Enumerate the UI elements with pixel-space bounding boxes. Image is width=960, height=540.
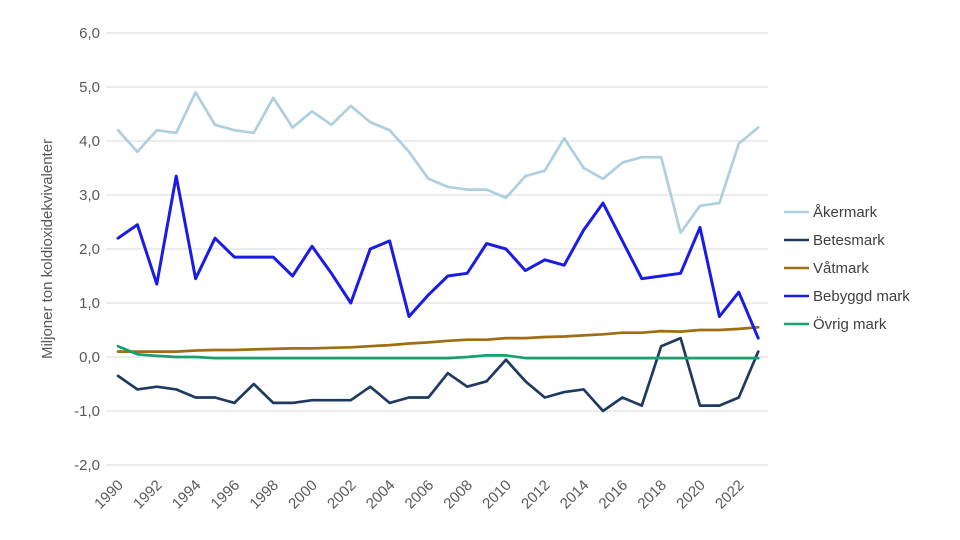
series-line-betesmark: [116, 336, 760, 413]
legend-label: Övrig mark: [813, 315, 887, 333]
series-line-våtmark: [116, 325, 760, 353]
x-tick-label: 1994: [169, 477, 205, 513]
legend-item: Övrig mark: [784, 315, 887, 333]
y-axis-title: Miljoner ton koldioxidekvivalenter: [39, 139, 56, 359]
series-line-åkermark: [116, 91, 760, 235]
legend-label: Betesmark: [813, 232, 885, 249]
y-tick-label: 6,0: [79, 25, 100, 42]
x-tick-label: 2020: [673, 477, 709, 513]
y-tick-label: 2,0: [79, 241, 100, 258]
gridlines: [106, 32, 768, 466]
x-tick-label: 2014: [557, 477, 593, 513]
series-line-övrig-mark: [116, 344, 760, 360]
legend-label: Våtmark: [813, 260, 869, 277]
y-tick-label: -2,0: [74, 457, 100, 474]
x-tick-label: 2016: [596, 477, 632, 513]
x-tick-label: 1998: [246, 477, 282, 513]
legend-item: Våtmark: [784, 260, 869, 277]
x-tick-label: 2002: [324, 477, 360, 513]
x-tick-label: 2010: [479, 477, 515, 513]
series-line-bebyggd-mark: [116, 174, 760, 340]
x-tick-label: 2018: [634, 477, 670, 513]
y-tick-label: 3,0: [79, 187, 100, 204]
legend-item: Åkermark: [784, 204, 878, 221]
y-tick-label: 0,0: [79, 349, 100, 366]
legend-label: Åkermark: [813, 204, 878, 221]
legend-label: Bebyggd mark: [813, 288, 910, 305]
y-axis-tick-labels: 6,0 5,0 4,0 3,0 2,0 1,0 0,0 -1,0 -2,0: [74, 25, 100, 474]
y-tick-label: 1,0: [79, 295, 100, 312]
x-tick-label: 2008: [440, 477, 476, 513]
x-tick-label: 1992: [130, 477, 166, 513]
x-tick-label: 2004: [363, 477, 399, 513]
x-tick-label: 2022: [712, 477, 748, 513]
x-axis-tick-labels: 1990 1992 1994 1996 1998 2000 2002 2004 2006 2008…: [91, 477, 747, 513]
legend-item: Bebyggd mark: [784, 288, 910, 305]
x-tick-label: 1990: [91, 477, 127, 513]
x-tick-label: 2000: [285, 477, 321, 513]
data-series-lines: [116, 91, 760, 413]
y-tick-label: 4,0: [79, 133, 100, 150]
x-tick-label: 2006: [402, 477, 438, 513]
legend-item: Betesmark: [784, 232, 885, 249]
y-tick-label: -1,0: [74, 403, 100, 420]
x-tick-label: 1996: [208, 477, 244, 513]
chart-legend: Åkermark Betesmark Våtmark Bebyggd mark Övri…: [784, 204, 910, 333]
x-tick-label: 2012: [518, 477, 554, 513]
y-tick-label: 5,0: [79, 79, 100, 96]
